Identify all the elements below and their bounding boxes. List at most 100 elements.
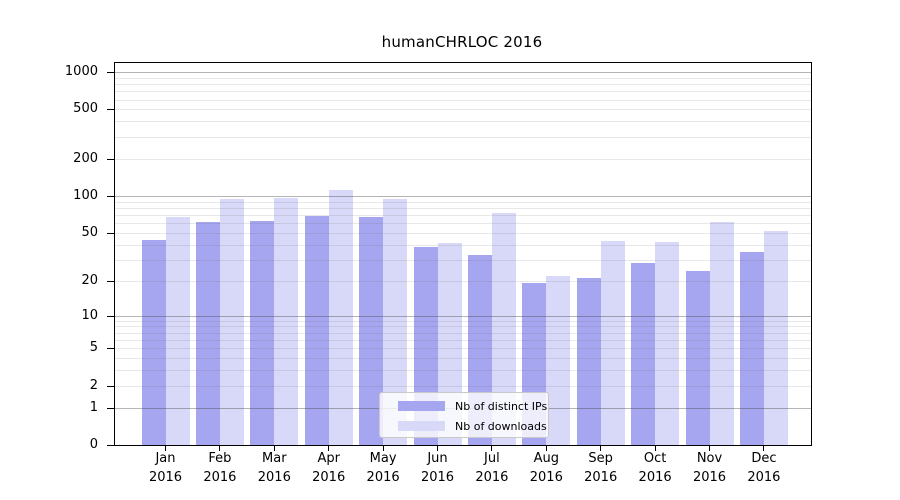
gridline-3 [115,370,811,372]
legend-item-downloads: Nb of downloads [398,416,548,436]
x-tick-feb [219,445,221,451]
bar-ips-apr [304,216,329,445]
plot-area [114,62,812,446]
gridline-60 [115,223,811,225]
gridline-200 [115,158,811,160]
gridline-9 [115,320,811,322]
x-tick-label-may: May 2016 [351,449,415,487]
x-tick-label-apr: Apr 2016 [297,449,361,487]
bar-ips-feb [195,222,220,445]
gridline-7 [115,332,811,334]
gridline-300 [115,136,811,138]
gridline-1000 [115,72,811,73]
y-tick-label-1: 1 [89,400,98,415]
month-text: Sep [588,451,613,466]
bar-downloads-sep [600,240,625,445]
x-tick-label-jun: Jun 2016 [406,449,470,487]
gridlines-layer [115,63,811,445]
month-text: Jan [155,451,176,466]
y-tick-20 [107,281,114,282]
x-tick-label-feb: Feb 2016 [188,449,252,487]
year-text: 2016 [203,470,237,485]
y-tick-0 [107,445,114,446]
gridline-2 [115,385,811,387]
x-tick-label-nov: Nov 2016 [678,449,742,487]
month-text: Jul [484,451,500,466]
x-tick-jul [491,445,493,451]
month-text: Dec [751,451,777,466]
x-tick-sep [600,445,602,451]
gridline-700 [115,91,811,93]
bar-ips-mar [250,221,275,445]
year-text: 2016 [747,470,781,485]
gridline-50 [115,232,811,234]
year-text: 2016 [475,470,509,485]
y-tick-10 [107,316,114,317]
x-tick-dec [763,445,765,451]
gridline-900 [115,77,811,79]
gridline-6 [115,340,811,341]
x-tick-label-mar: Mar 2016 [242,449,306,487]
bar-downloads-dec [763,230,788,445]
y-tick-label-2: 2 [89,378,98,393]
y-tick-label-10: 10 [81,308,98,323]
month-text: Jun [427,451,448,466]
y-tick-1 [107,408,114,409]
year-text: 2016 [148,470,183,485]
bar-downloads-feb [219,199,244,445]
legend: Nb of distinct IPs Nb of downloads [379,392,549,438]
y-tick-label-20: 20 [81,273,98,288]
month-text: May [369,451,397,466]
month-text: Feb [208,451,232,466]
x-tick-jun [437,445,438,451]
y-tick-label-500: 500 [73,101,98,116]
gridline-400 [115,121,811,123]
x-tick-label-dec: Dec 2016 [732,449,796,487]
chart-title: humanCHRLOC 2016 [381,33,543,51]
bar-ips-sep [576,278,601,445]
month-text: Oct [643,451,667,466]
x-tick-label-jan: Jan 2016 [134,449,198,487]
year-text: 2016 [312,470,346,485]
x-tick-label-aug: Aug 2016 [514,449,578,487]
bar-downloads-apr [328,189,353,445]
legend-item-distinct-ips: Nb of distinct IPs [398,396,548,416]
gridline-100 [115,195,811,197]
gridline-70 [115,214,811,216]
y-tick-50 [107,233,114,234]
gridline-5 [115,348,811,350]
x-tick-mar [273,445,275,451]
x-tick-oct [654,445,656,451]
bar-ips-oct [631,263,656,445]
bar-downloads-oct [655,242,680,445]
x-tick-aug [545,445,547,451]
year-text: 2016 [420,470,455,485]
gridline-800 [115,84,811,86]
bar-ips-dec [739,251,764,445]
year-text: 2016 [584,470,618,485]
y-tick-label-100: 100 [73,188,98,203]
gridline-10 [115,315,811,317]
y-tick-label-0: 0 [89,437,98,452]
gridline-30 [115,259,811,261]
y-tick-label-5: 5 [89,340,98,355]
gridline-500 [115,109,811,111]
legend-swatch-downloads [398,421,445,431]
year-text: 2016 [638,470,672,485]
gridline-600 [115,99,811,101]
legend-label-distinct-ips: Nb of distinct IPs [455,399,548,413]
x-tick-may [382,445,384,451]
x-tick-label-sep: Sep 2016 [569,449,633,487]
legend-swatch-distinct-ips [398,401,445,411]
bar-ips-jan [141,239,166,445]
bar-ips-nov [685,271,710,445]
bar-downloads-nov [709,222,734,445]
y-tick-label-1000: 1000 [64,64,98,79]
gridline-8 [115,326,811,328]
year-text: 2016 [257,470,291,485]
y-tick-100 [107,196,114,197]
gridline-4 [115,358,811,360]
year-text: 2016 [692,470,727,485]
x-tick-apr [328,445,330,451]
y-tick-label-50: 50 [81,225,98,240]
